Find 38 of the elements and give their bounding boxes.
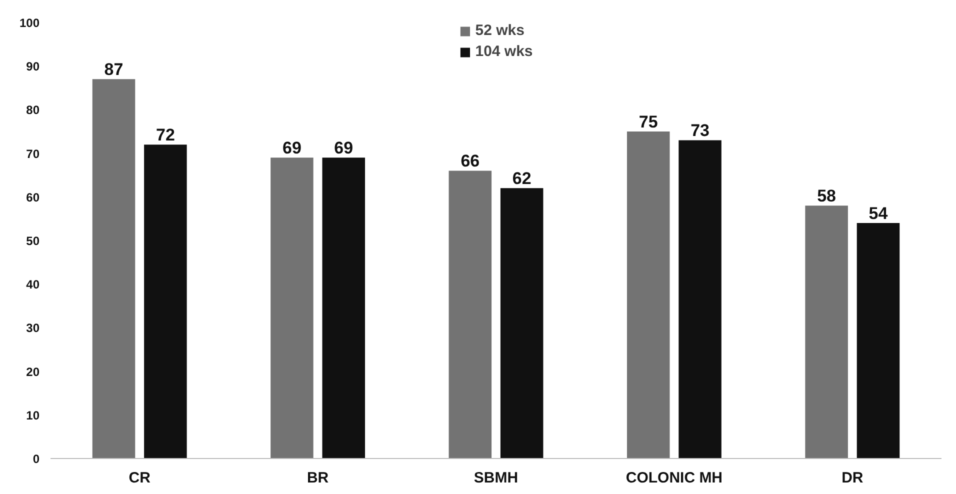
data-label: 72 bbox=[156, 126, 175, 145]
bar bbox=[856, 223, 900, 458]
x-tick-label: DR bbox=[842, 470, 864, 486]
x-tick-label: BR bbox=[306, 470, 329, 486]
y-tick-label: 10 bbox=[26, 408, 40, 422]
y-tick-label: 50 bbox=[26, 234, 40, 248]
data-label: 73 bbox=[690, 121, 710, 140]
data-label: 54 bbox=[868, 204, 888, 224]
bar bbox=[144, 144, 187, 458]
data-label: 87 bbox=[104, 60, 124, 80]
legend-label: 104 wks bbox=[475, 43, 533, 60]
data-label: 69 bbox=[334, 138, 354, 158]
x-tick-label: SBMH bbox=[474, 470, 518, 486]
data-label: 69 bbox=[282, 138, 302, 158]
y-tick-label: 40 bbox=[26, 278, 40, 292]
y-tick-label: 60 bbox=[26, 190, 40, 204]
bar bbox=[448, 170, 492, 458]
bar bbox=[500, 188, 544, 458]
bar bbox=[678, 140, 722, 458]
y-tick-label: 20 bbox=[26, 364, 40, 379]
y-tick-label: 70 bbox=[26, 146, 40, 161]
y-tick-label: 30 bbox=[26, 321, 40, 336]
x-tick-label: COLONIC MH bbox=[626, 470, 723, 486]
y-tick-label: 100 bbox=[19, 16, 40, 30]
x-tick-label: CR bbox=[128, 470, 151, 486]
bar bbox=[92, 79, 136, 458]
legend-label: 52 wks bbox=[475, 22, 524, 39]
bar bbox=[626, 132, 670, 458]
data-label: 66 bbox=[460, 152, 480, 171]
y-tick-label: 90 bbox=[26, 60, 40, 74]
y-tick-label: 0 bbox=[32, 452, 40, 466]
data-label: 75 bbox=[638, 112, 658, 132]
data-label: 58 bbox=[817, 186, 836, 206]
bar bbox=[805, 206, 848, 458]
bar bbox=[270, 158, 314, 458]
y-tick-label: 80 bbox=[26, 103, 40, 118]
bar bbox=[322, 158, 366, 458]
data-label: 62 bbox=[512, 169, 532, 188]
